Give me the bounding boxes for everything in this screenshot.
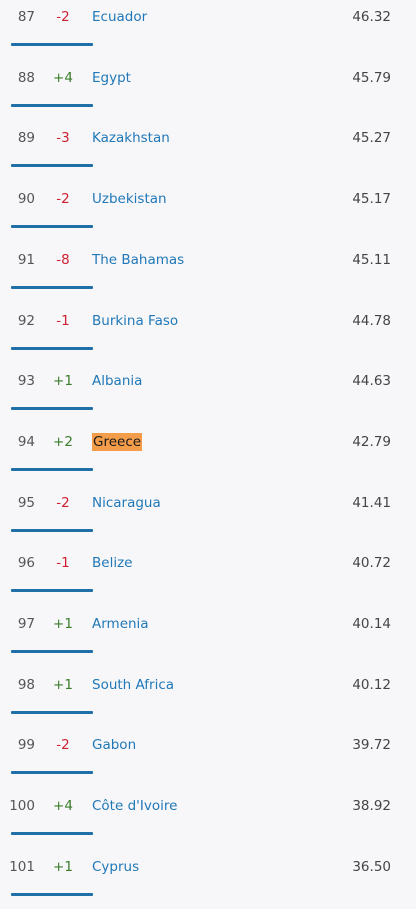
score-value: 41.41 <box>352 494 391 511</box>
country-link[interactable]: South Africa <box>92 676 175 693</box>
ranking-row: 87 -2 Ecuador 46.32 <box>0 0 416 59</box>
ranking-row: 96 -1 Belize 40.72 <box>0 544 416 605</box>
ranking-row: 100 +4 Côte d'Ivoire 38.92 <box>0 787 416 848</box>
ranking-row: 89 -3 Kazakhstan 45.27 <box>0 119 416 180</box>
rank-change: +1 <box>53 616 73 632</box>
rank-number: 88 <box>17 69 35 86</box>
ranking-row: 101 +1 Cyprus 36.50 <box>0 848 416 909</box>
rank-number: 95 <box>17 494 35 511</box>
rank-change: -2 <box>56 9 70 25</box>
country-link[interactable]: Greece <box>92 432 143 451</box>
score-value: 44.63 <box>352 373 391 390</box>
score-value: 46.32 <box>352 9 391 25</box>
rank-change: +4 <box>53 798 73 815</box>
country-link[interactable]: Armenia <box>92 616 149 632</box>
rank-change: -8 <box>56 251 70 268</box>
rank-number: 90 <box>17 191 35 208</box>
score-value: 45.17 <box>352 191 391 208</box>
row-underline <box>11 467 93 471</box>
rank-number: 101 <box>9 858 35 875</box>
country-link[interactable]: Cyprus <box>92 858 140 875</box>
rank-number: 87 <box>17 9 35 25</box>
country-link[interactable]: Côte d'Ivoire <box>92 798 178 815</box>
row-underline <box>11 43 93 46</box>
score-value: 45.79 <box>352 69 391 86</box>
country-link[interactable]: Ecuador <box>92 9 148 25</box>
rank-change: -3 <box>56 130 70 147</box>
rank-number: 93 <box>17 373 35 390</box>
ranking-row: 98 +1 South Africa 40.12 <box>0 666 416 727</box>
score-value: 42.79 <box>352 433 391 450</box>
country-link[interactable]: Belize <box>92 555 133 572</box>
ranking-row: 91 -8 The Bahamas 45.11 <box>0 241 416 302</box>
score-value: 36.50 <box>352 858 391 875</box>
row-underline <box>11 225 93 229</box>
rank-number: 96 <box>17 555 35 572</box>
row-underline <box>11 589 93 593</box>
row-underline <box>11 285 93 289</box>
country-link[interactable]: Uzbekistan <box>92 191 167 208</box>
rank-number: 91 <box>17 251 35 268</box>
score-value: 44.78 <box>352 312 391 329</box>
rank-change: +4 <box>53 69 73 86</box>
rank-change: -1 <box>56 555 70 572</box>
ranking-row: 97 +1 Armenia 40.14 <box>0 605 416 666</box>
rank-number: 97 <box>17 616 35 632</box>
score-value: 45.11 <box>352 251 391 268</box>
rank-change: -1 <box>56 312 70 329</box>
ranking-row: 92 -1 Burkina Faso 44.78 <box>0 302 416 363</box>
ranking-row: 90 -2 Uzbekistan 45.17 <box>0 180 416 241</box>
row-underline <box>11 832 93 836</box>
score-value: 40.14 <box>352 616 391 632</box>
row-underline <box>11 346 93 350</box>
rank-number: 98 <box>17 676 35 693</box>
rank-change: -2 <box>56 494 70 511</box>
row-underline <box>11 164 93 168</box>
rank-change: +1 <box>53 676 73 693</box>
score-value: 39.72 <box>352 737 391 754</box>
row-underline <box>11 528 93 532</box>
score-value: 45.27 <box>352 130 391 147</box>
ranking-row: 88 +4 Egypt 45.79 <box>0 59 416 120</box>
country-link[interactable]: Nicaragua <box>92 494 161 511</box>
rank-change: -2 <box>56 191 70 208</box>
rank-number: 92 <box>17 312 35 329</box>
country-link[interactable]: Egypt <box>92 69 131 86</box>
score-value: 40.12 <box>352 676 391 693</box>
row-underline <box>11 892 93 896</box>
rank-change: -2 <box>56 737 70 754</box>
ranking-row: 94 +2 Greece 42.79 <box>0 423 416 484</box>
row-underline <box>11 710 93 714</box>
country-link[interactable]: Gabon <box>92 737 137 754</box>
rank-change: +1 <box>53 858 73 875</box>
ranking-row: 95 -2 Nicaragua 41.41 <box>0 484 416 545</box>
ranking-row: 99 -2 Gabon 39.72 <box>0 726 416 787</box>
row-underline <box>11 103 93 107</box>
rank-number: 100 <box>9 798 35 815</box>
row-underline <box>11 650 93 653</box>
ranking-row: 93 +1 Albania 44.63 <box>0 362 416 423</box>
rank-number: 94 <box>17 433 35 450</box>
score-value: 40.72 <box>352 555 391 572</box>
rank-change: +1 <box>53 373 73 390</box>
rank-number: 89 <box>17 130 35 147</box>
row-underline <box>11 771 93 775</box>
row-underline <box>11 407 93 411</box>
rank-number: 99 <box>17 737 35 754</box>
country-link[interactable]: Albania <box>92 373 143 390</box>
country-link[interactable]: Kazakhstan <box>92 130 170 147</box>
country-link[interactable]: Burkina Faso <box>92 312 179 329</box>
score-value: 38.92 <box>352 798 391 815</box>
rank-change: +2 <box>53 433 73 450</box>
country-link[interactable]: The Bahamas <box>92 251 185 268</box>
